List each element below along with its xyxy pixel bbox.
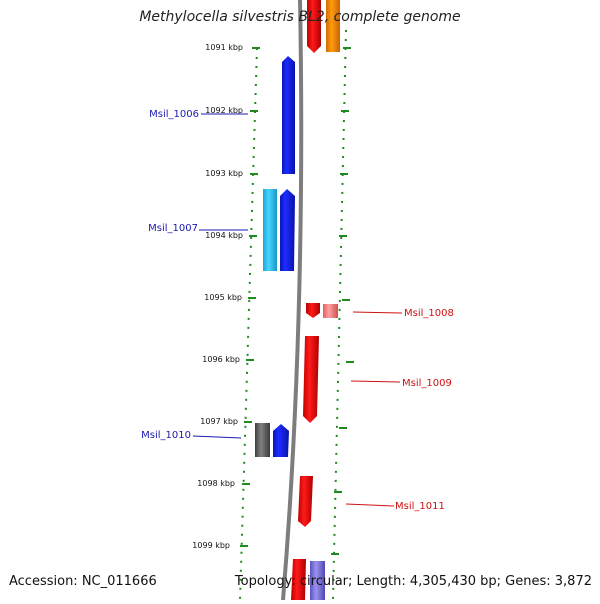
leader-msil-1009 [350,380,401,383]
gene-msil-1008[interactable] [323,304,338,318]
gene-msil-1006[interactable] [282,56,295,174]
ruler-label: 1098 kbp [197,479,235,488]
ruler-label: 1095 kbp [204,293,242,302]
label-msil-1009[interactable]: Msil_1009 [402,378,452,389]
leader-msil-1010 [192,435,242,439]
gene-forward-blue-small[interactable] [273,424,289,457]
genome-title: Methylocella silvestris BL2, complete ge… [139,9,461,25]
gene-msil-1010[interactable] [255,423,270,457]
gene-msil-1007[interactable] [263,189,277,271]
ruler-label: 1091 kbp [205,43,243,52]
gene-reverse-red-top[interactable] [307,0,321,53]
label-msil-1007[interactable]: Msil_1007 [148,223,198,234]
gene-msil-1009[interactable] [303,336,319,423]
accession-text: Accession: NC_011666 [9,574,157,589]
gene-msil-1011[interactable] [298,476,313,527]
right-track-ticks [331,47,354,555]
gene-orange-top[interactable] [326,0,340,52]
gene-reverse-red-small[interactable] [306,303,320,318]
leader-msil-1011 [345,503,395,507]
gene-forward-blue[interactable] [280,189,295,271]
ruler-label: 1096 kbp [202,355,240,364]
label-msil-1011[interactable]: Msil_1011 [395,501,445,512]
label-msil-1008[interactable]: Msil_1008 [404,308,454,319]
ruler-label: 1097 kbp [200,417,238,426]
ruler-label: 1099 kbp [192,541,230,550]
label-msil-1006[interactable]: Msil_1006 [149,109,199,120]
ruler-label: 1092 kbp [205,106,243,115]
genome-backbone [281,0,304,601]
topology-text: Topology: circular; Length: 4,305,430 bp… [234,574,592,589]
leader-msil-1008 [352,311,403,314]
left-track-dots [239,47,258,601]
ruler-label: 1093 kbp [205,169,243,178]
gene-lavender-bottom[interactable] [310,561,325,600]
label-msil-1010[interactable]: Msil_1010 [141,430,191,441]
ruler-label: 1094 kbp [205,231,243,240]
gene-reverse-red-bottom[interactable] [291,559,306,600]
